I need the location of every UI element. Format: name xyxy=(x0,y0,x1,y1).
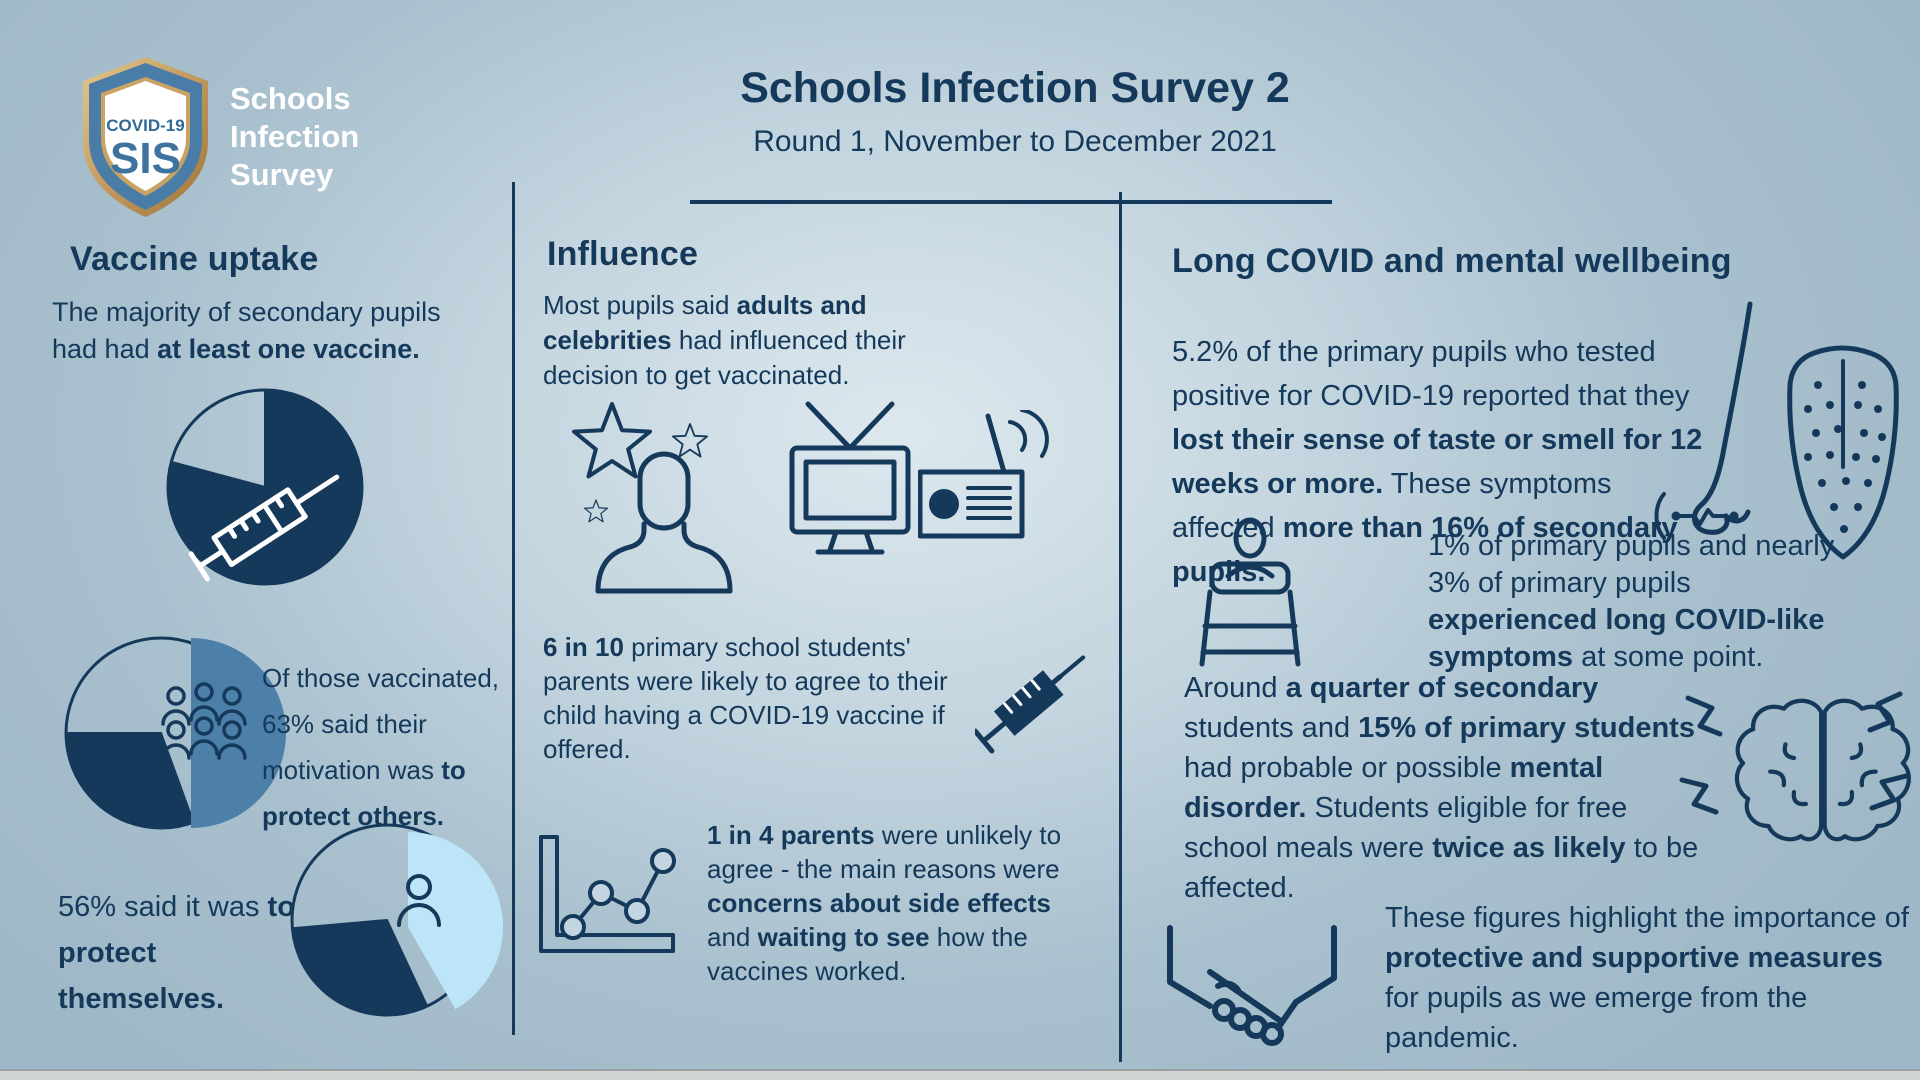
smell-lines-icon xyxy=(1654,492,1739,540)
pie-chart-at-least-one-vaccine xyxy=(166,388,364,586)
long-covid-heading: Long COVID and mental wellbeing xyxy=(1172,242,1732,280)
influence-paragraph-2: 6 in 10 primary school students' parents… xyxy=(543,632,948,764)
column-divider-left xyxy=(512,182,515,1035)
bottom-edge xyxy=(0,1069,1920,1080)
influence-paragraph-3: 1 in 4 parents were unlikely to agree - … xyxy=(707,820,1062,986)
star-icon xyxy=(672,423,708,458)
logo-org-name: Schools Infection Survey xyxy=(230,80,359,194)
logo-org-line: Schools xyxy=(230,81,351,116)
syringe-icon xyxy=(188,474,340,582)
tv-icon xyxy=(789,401,911,555)
pie-chart-protect-themselves xyxy=(290,823,504,1017)
sis-logo-shield-icon: COVID-19 SIS xyxy=(83,57,208,217)
vaccine-uptake-heading: Vaccine uptake xyxy=(70,240,319,278)
logo-org-line: Survey xyxy=(230,157,334,192)
brain-stress-icon xyxy=(1679,691,1911,842)
pie-chart-protect-others xyxy=(64,636,286,830)
long-covid-paragraph-4: These figures highlight the importance o… xyxy=(1385,902,1909,1054)
person-in-bed-icon xyxy=(1199,517,1301,667)
lightning-bolt-icon xyxy=(1679,691,1909,815)
influence-paragraph-1: Most pupils said adults and celebrities … xyxy=(543,290,906,390)
tongue-icon xyxy=(1787,345,1899,560)
vaccine-uptake-paragraph-2: Of those vaccinated, 63% said their moti… xyxy=(262,663,500,831)
logo-badge-top-text: COVID-19 xyxy=(106,116,184,135)
star-icon xyxy=(583,499,609,523)
title-underline xyxy=(690,200,1332,204)
nose-smell-icon xyxy=(1654,301,1753,540)
celebrity-icon xyxy=(572,402,733,594)
star-icon xyxy=(572,402,652,479)
page-title: Schools Infection Survey 2 xyxy=(740,64,1290,112)
logo-org-line: Infection xyxy=(230,119,360,154)
person-icon xyxy=(397,874,441,927)
radio-icon xyxy=(918,410,1049,539)
long-covid-paragraph-1: 5.2% of the primary pupils who tested po… xyxy=(1172,336,1703,588)
handshake-icon xyxy=(1167,925,1337,1046)
line-chart-icon xyxy=(539,835,676,953)
syringe-icon xyxy=(975,655,1086,754)
influence-heading: Influence xyxy=(547,235,699,273)
vaccine-uptake-paragraph-3: 56% said it was to protect themselves. xyxy=(58,891,295,1015)
vaccine-uptake-paragraph-1: The majority of secondary pupils had had… xyxy=(52,297,441,364)
long-covid-paragraph-3: Around a quarter of secondary students a… xyxy=(1184,672,1699,904)
logo-badge-main-text: SIS xyxy=(110,134,181,183)
column-divider-right xyxy=(1119,192,1122,1062)
long-covid-paragraph-2: 1% of primary pupils and nearly 3% of pr… xyxy=(1428,530,1835,673)
page-subtitle: Round 1, November to December 2021 xyxy=(753,125,1277,158)
